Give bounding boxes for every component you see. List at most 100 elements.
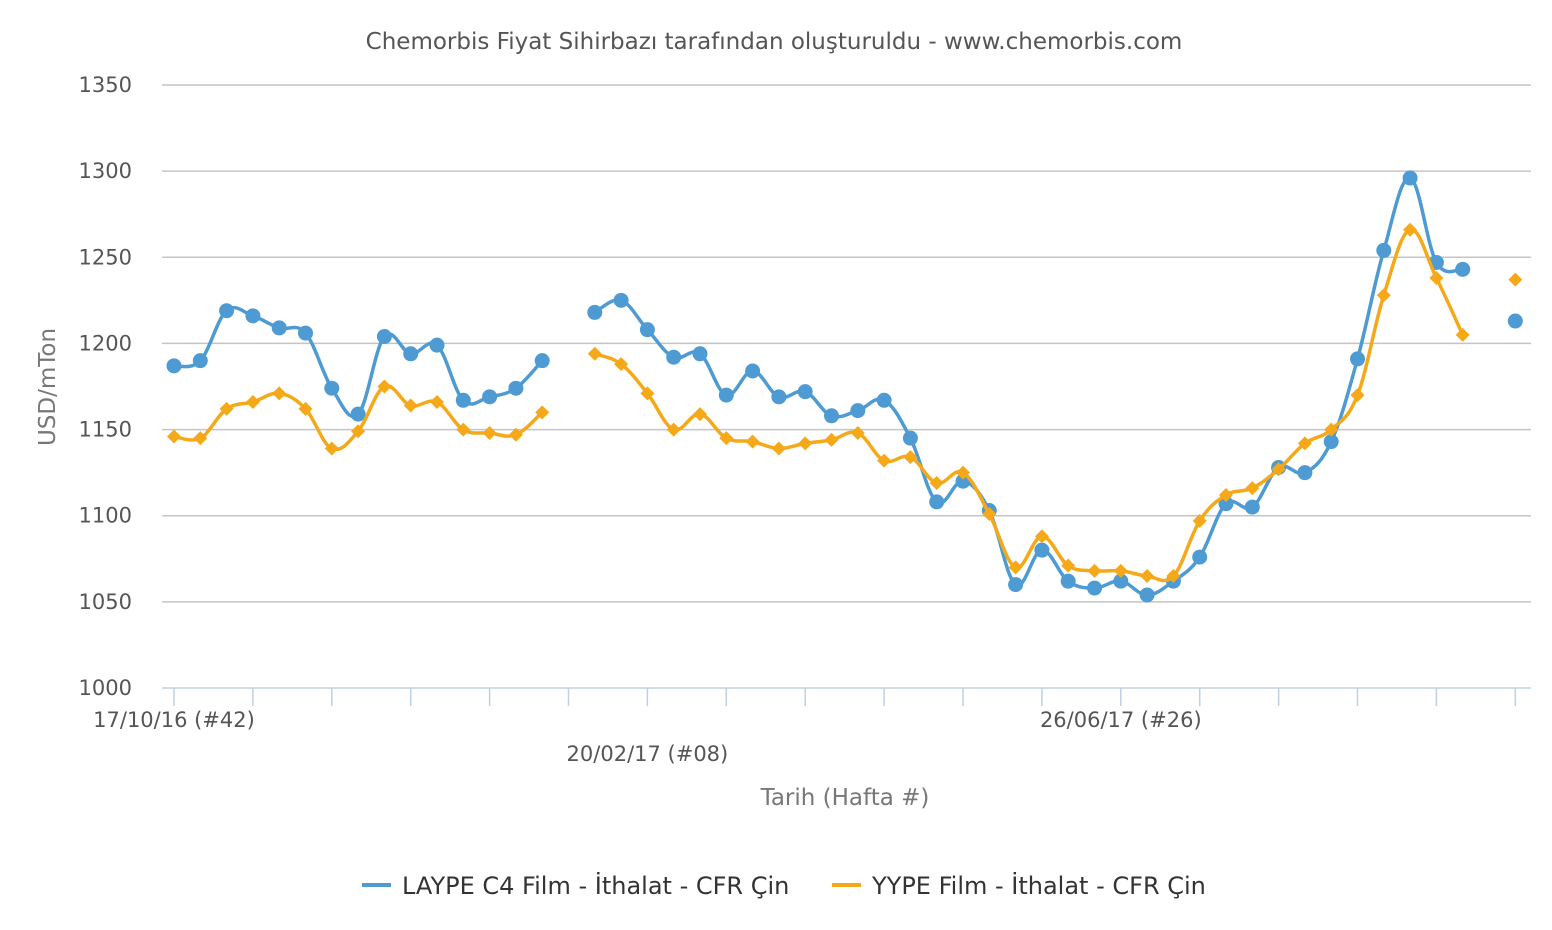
y-tick-label: 1250 xyxy=(79,245,132,269)
data-point xyxy=(376,329,392,345)
data-point xyxy=(1323,434,1339,450)
x-tick-label: 26/06/17 (#26) xyxy=(1040,708,1202,732)
y-axis-title: USD/mTon xyxy=(35,328,61,446)
x-tick-label: 20/02/17 (#08) xyxy=(567,742,729,766)
series-2 xyxy=(167,222,1523,584)
legend-label: YYPE Film - İthalat - CFR Çin xyxy=(871,871,1206,900)
y-tick-label: 1150 xyxy=(79,418,132,442)
data-point xyxy=(1244,499,1260,515)
data-point xyxy=(613,292,629,308)
y-tick-label: 1200 xyxy=(79,331,132,355)
data-point xyxy=(929,475,944,490)
data-point xyxy=(850,403,866,419)
data-point xyxy=(1218,496,1234,512)
data-point xyxy=(1192,513,1207,528)
data-point xyxy=(876,392,892,408)
data-point xyxy=(430,395,444,410)
data-point xyxy=(1034,529,1049,544)
series-line xyxy=(593,227,1465,583)
data-point xyxy=(1061,558,1076,573)
data-point xyxy=(1350,388,1365,403)
legend-item[interactable]: LAYPE C4 Film - İthalat - CFR Çin xyxy=(362,871,789,900)
data-point xyxy=(219,401,234,416)
x-axis-title: Tarih (Hafta #) xyxy=(760,785,930,811)
data-point xyxy=(534,353,550,369)
legend-item[interactable]: YYPE Film - İthalat - CFR Çin xyxy=(832,871,1206,900)
data-point xyxy=(1060,573,1076,589)
data-point xyxy=(1087,563,1102,578)
data-point xyxy=(166,358,182,374)
data-point xyxy=(350,406,366,422)
data-point xyxy=(324,380,340,396)
data-point xyxy=(298,325,313,341)
y-tick-label: 1100 xyxy=(79,504,132,528)
data-point xyxy=(666,349,682,365)
data-point xyxy=(745,434,760,449)
data-point xyxy=(1271,462,1286,477)
y-tick-label: 1300 xyxy=(79,159,132,183)
data-point xyxy=(1140,569,1155,584)
data-point xyxy=(1245,481,1260,496)
data-point xyxy=(193,431,208,446)
series-line xyxy=(593,176,1465,597)
data-point xyxy=(403,398,418,413)
data-point xyxy=(456,422,471,437)
data-point xyxy=(403,346,419,362)
data-point xyxy=(1350,351,1365,367)
x-tick-label: 17/10/16 (#42) xyxy=(93,708,255,732)
data-point xyxy=(271,320,287,336)
data-point xyxy=(982,506,997,521)
chart-title: Chemorbis Fiyat Sihirbazı tarafından olu… xyxy=(366,29,1183,55)
data-point xyxy=(324,441,339,456)
data-point xyxy=(850,426,865,441)
data-point xyxy=(797,384,813,400)
data-point xyxy=(1166,569,1181,584)
data-point xyxy=(1219,488,1233,503)
data-point xyxy=(587,346,602,361)
data-point xyxy=(718,387,734,403)
data-point xyxy=(429,337,445,353)
data-point xyxy=(1192,549,1208,565)
data-point xyxy=(167,429,181,444)
y-tick-label: 1350 xyxy=(79,73,132,97)
legend[interactable]: LAYPE C4 Film - İthalat - CFR Çin YYPE Fi… xyxy=(362,871,1206,900)
data-point xyxy=(771,389,787,405)
data-point xyxy=(902,430,918,446)
data-point xyxy=(640,386,655,401)
data-point xyxy=(1429,270,1444,285)
data-point xyxy=(824,432,839,447)
data-point xyxy=(1113,573,1129,589)
data-point xyxy=(1139,587,1155,603)
data-point xyxy=(614,357,629,372)
data-point xyxy=(587,304,603,320)
data-point xyxy=(1297,436,1312,451)
series-layer xyxy=(166,170,1523,603)
data-point xyxy=(1034,542,1050,558)
data-point xyxy=(903,450,918,465)
data-point xyxy=(1087,580,1102,596)
data-point xyxy=(455,392,471,408)
data-point xyxy=(535,405,550,420)
data-point xyxy=(219,303,235,319)
y-tick-label: 1050 xyxy=(79,590,132,614)
grid-lines xyxy=(162,84,1531,603)
data-point xyxy=(745,363,761,379)
data-point xyxy=(692,346,708,362)
data-point xyxy=(693,407,707,422)
data-point xyxy=(666,422,681,437)
data-point xyxy=(639,322,655,338)
y-tick-label: 1000 xyxy=(79,676,132,700)
data-point xyxy=(351,424,366,439)
data-point xyxy=(508,380,524,396)
data-point xyxy=(877,453,892,468)
data-point xyxy=(1402,170,1418,186)
data-point xyxy=(1324,422,1339,437)
data-point xyxy=(1508,272,1523,287)
data-point xyxy=(1403,222,1418,237)
data-point xyxy=(929,494,945,510)
data-point xyxy=(192,353,208,369)
data-point xyxy=(298,401,313,416)
data-point xyxy=(272,386,287,401)
